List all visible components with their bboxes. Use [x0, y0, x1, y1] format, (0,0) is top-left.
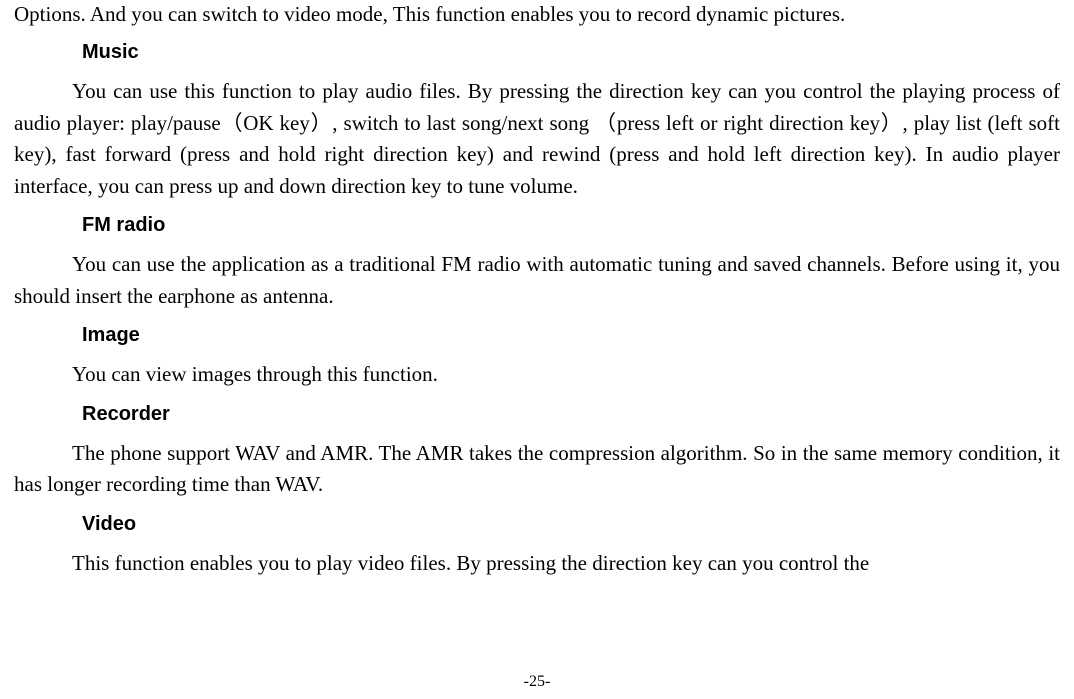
paragraph-image: You can view images through this functio… [14, 359, 1060, 391]
document-page: Options. And you can switch to video mod… [14, 0, 1060, 579]
paragraph-video: This function enables you to play video … [14, 548, 1060, 580]
heading-image: Image [82, 324, 1060, 347]
paragraph-music: You can use this function to play audio … [14, 76, 1060, 202]
top-partial-paragraph: Options. And you can switch to video mod… [14, 0, 1060, 29]
paragraph-recorder: The phone support WAV and AMR. The AMR t… [14, 438, 1060, 501]
heading-music: Music [82, 41, 1060, 64]
heading-video: Video [82, 513, 1060, 536]
heading-fm-radio: FM radio [82, 214, 1060, 237]
heading-recorder: Recorder [82, 403, 1060, 426]
paragraph-fm-radio: You can use the application as a traditi… [14, 249, 1060, 312]
page-number: -25- [524, 673, 551, 691]
